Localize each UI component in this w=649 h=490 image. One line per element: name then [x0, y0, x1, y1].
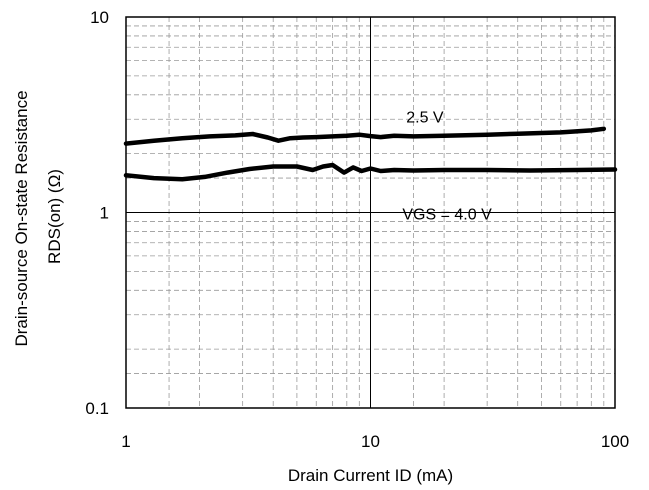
y-axis-title-line-2: RDS(on) (Ω) [45, 169, 64, 264]
y-tick-label: 0.1 [85, 399, 109, 418]
annotations: 2.5 V VGS = 4.0 V [402, 109, 492, 223]
y-tick-label: 1 [100, 204, 109, 223]
x-tick-label: 1 [121, 432, 130, 451]
series-line-2 [123, 162, 618, 182]
curve-annotation: 2.5 V [406, 109, 444, 126]
series-line-1 [123, 126, 607, 146]
series-layer [123, 126, 618, 182]
x-axis-title: Drain Current ID (mA) [288, 466, 453, 485]
x-tick-label: 100 [601, 432, 629, 451]
plot-frame [125, 16, 616, 409]
tick-labels: 1 10 100 0.1 1 10 [85, 8, 629, 451]
y-tick-label: 10 [90, 8, 109, 27]
x-tick-label: 10 [361, 432, 380, 451]
y-axis-title-line-1: Drain-source On-state Resistance [12, 90, 31, 346]
curve-annotation: VGS = 4.0 V [402, 206, 492, 223]
